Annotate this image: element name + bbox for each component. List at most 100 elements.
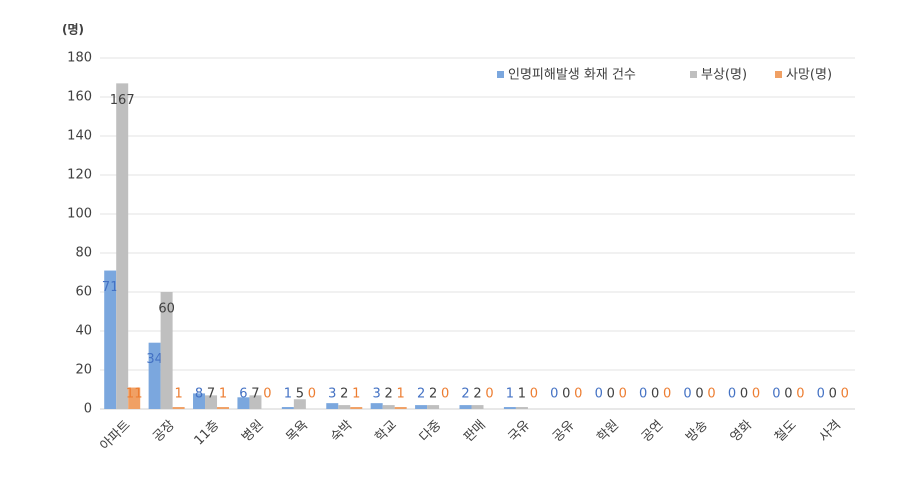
data-label: 2	[340, 387, 348, 402]
x-tick-label: 공연	[639, 418, 667, 446]
bar	[172, 407, 185, 409]
data-label: 0	[752, 387, 760, 402]
data-label: 0	[485, 387, 493, 402]
bar	[338, 405, 351, 409]
data-label: 0	[841, 387, 849, 402]
data-label: 1	[284, 387, 292, 402]
y-tick-label: 60	[75, 285, 92, 300]
bar	[116, 83, 129, 409]
x-tick-label: 아파트	[98, 418, 134, 454]
y-tick-label: 100	[67, 207, 92, 222]
bar	[515, 407, 528, 409]
y-tick-label: 180	[67, 51, 92, 66]
bar	[471, 405, 484, 409]
data-label: 1	[518, 387, 526, 402]
legend-swatch	[775, 71, 782, 78]
y-axis-label: (명)	[62, 23, 84, 37]
x-tick-label: 학교	[372, 418, 400, 446]
data-label: 71	[102, 280, 119, 295]
data-label: 6	[239, 387, 247, 402]
bar	[193, 393, 206, 409]
data-label: 0	[550, 387, 558, 402]
legend-swatch	[497, 71, 504, 78]
data-label: 0	[574, 387, 582, 402]
data-label: 0	[817, 387, 825, 402]
data-label: 0	[651, 387, 659, 402]
data-label: 0	[530, 387, 538, 402]
bar	[326, 403, 339, 409]
bar	[382, 405, 395, 409]
data-label: 0	[263, 387, 271, 402]
x-tick-label: 공장	[150, 418, 178, 446]
data-label: 1	[397, 387, 405, 402]
data-label: 7	[251, 387, 259, 402]
x-tick-label: 병원	[239, 418, 267, 446]
legend-label: 부상(명)	[701, 68, 747, 83]
data-label: 0	[663, 387, 671, 402]
bar	[160, 292, 173, 409]
bar	[415, 405, 428, 409]
data-label: 0	[829, 387, 837, 402]
bar	[427, 405, 440, 409]
bar	[459, 405, 472, 409]
data-label: 2	[461, 387, 469, 402]
data-label: 34	[146, 352, 163, 367]
y-tick-label: 0	[84, 402, 92, 417]
data-label: 8	[195, 387, 203, 402]
x-tick-label: 사격	[817, 418, 845, 446]
data-label: 0	[308, 387, 316, 402]
x-tick-label: 영화	[728, 418, 756, 446]
data-label: 11	[126, 387, 143, 402]
data-label: 0	[595, 387, 603, 402]
x-tick-label: 판매	[461, 418, 489, 446]
y-tick-label: 120	[67, 168, 92, 183]
y-tick-label: 40	[75, 324, 92, 339]
data-label: 3	[328, 387, 336, 402]
x-tick-label: 11층	[192, 418, 223, 449]
x-tick-label: 공유	[550, 418, 578, 446]
bar	[293, 399, 306, 409]
x-tick-label: 숙박	[328, 418, 356, 446]
y-tick-label: 160	[67, 90, 92, 105]
data-label: 2	[417, 387, 425, 402]
data-label: 0	[441, 387, 449, 402]
data-label: 0	[796, 387, 804, 402]
data-label: 7	[207, 387, 215, 402]
data-label: 2	[473, 387, 481, 402]
legend-label: 인명피해발생 화재 건수	[508, 68, 636, 83]
bar	[217, 407, 230, 409]
data-label: 2	[385, 387, 393, 402]
y-tick-label: 140	[67, 129, 92, 144]
bar	[249, 395, 262, 409]
data-label: 0	[740, 387, 748, 402]
x-tick-label: 학원	[595, 418, 623, 446]
data-label: 60	[158, 302, 175, 317]
x-tick-label: 방송	[683, 418, 711, 446]
data-label: 1	[219, 387, 227, 402]
data-label: 0	[639, 387, 647, 402]
x-tick-label: 다중	[417, 418, 445, 446]
data-label: 2	[429, 387, 437, 402]
data-label: 0	[683, 387, 691, 402]
x-tick-label: 목욕	[284, 418, 312, 446]
bar	[237, 397, 250, 409]
x-tick-label: 국유	[506, 418, 534, 446]
data-label: 1	[174, 387, 182, 402]
data-label: 0	[562, 387, 570, 402]
data-label: 0	[607, 387, 615, 402]
data-label: 167	[110, 93, 135, 108]
data-label: 0	[772, 387, 780, 402]
bar	[394, 407, 407, 409]
legend-swatch	[690, 71, 697, 78]
bar	[104, 270, 117, 409]
bar	[128, 387, 141, 409]
data-label: 5	[296, 387, 304, 402]
legend-label: 사망(명)	[786, 68, 832, 83]
data-label: 3	[373, 387, 381, 402]
y-tick-label: 80	[75, 246, 92, 261]
bar	[148, 342, 161, 409]
y-tick-label: 20	[75, 363, 92, 378]
bar	[281, 407, 294, 409]
bar	[205, 395, 218, 409]
